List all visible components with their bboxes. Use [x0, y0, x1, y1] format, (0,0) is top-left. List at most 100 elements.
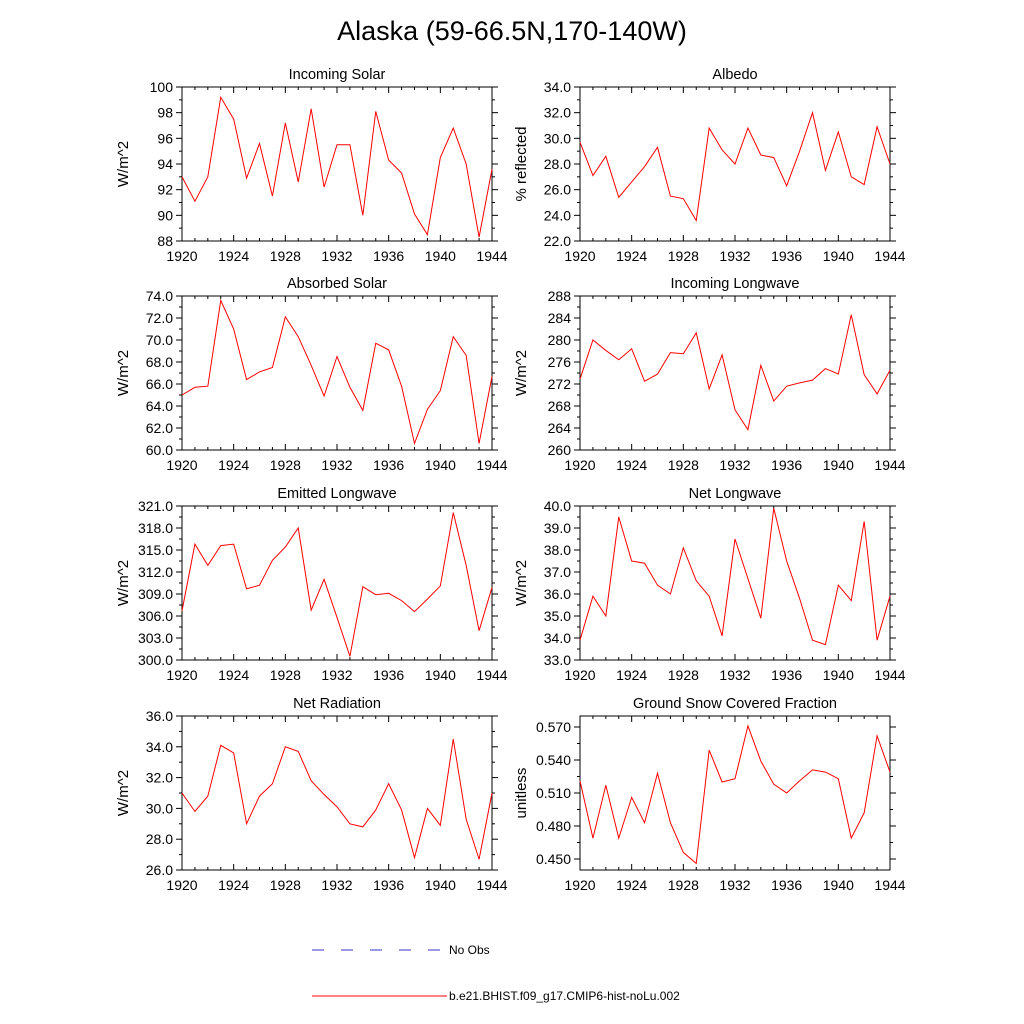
y-tick-label: 0.540 [536, 752, 571, 768]
x-tick-label: 1924 [218, 877, 249, 893]
y-tick-label: 276 [548, 354, 572, 370]
y-tick-label: 315.0 [138, 542, 173, 558]
plot-frame [579, 295, 891, 451]
x-tick-label: 1928 [668, 667, 699, 683]
x-tick-label: 1920 [564, 457, 595, 473]
y-tick-label: 0.510 [536, 785, 571, 801]
x-tick-label: 1928 [668, 248, 699, 264]
x-tick-label: 1928 [668, 457, 699, 473]
y-tick-label: 94 [157, 156, 173, 172]
panel-1: 1920 1924 1928 1932 1936 1940 1944 88 90 92 94 96 98… [115, 67, 508, 264]
x-tick-label: 1936 [373, 248, 404, 264]
x-tick-label: 1924 [616, 457, 647, 473]
x-tick-label: 1940 [425, 667, 456, 683]
x-tick-label: 1932 [719, 667, 750, 683]
x-tick-label: 1940 [823, 457, 854, 473]
y-tick-label: 35.0 [544, 608, 571, 624]
x-tick-label: 1940 [823, 877, 854, 893]
x-tick-label: 1928 [668, 877, 699, 893]
x-tick-label: 1924 [616, 667, 647, 683]
plot-frame [579, 505, 891, 661]
y-axis-label: W/m^2 [115, 350, 132, 396]
series-line [579, 724, 891, 865]
panel-title: Net Radiation [293, 696, 381, 712]
series-line [181, 739, 493, 860]
x-tick-label: 1928 [270, 667, 301, 683]
x-tick-label: 1940 [425, 248, 456, 264]
y-tick-label: 36.0 [544, 586, 571, 602]
x-tick-label: 1924 [218, 667, 249, 683]
x-tick-label: 1928 [270, 877, 301, 893]
x-tick-label: 1936 [373, 667, 404, 683]
x-tick-label: 1924 [218, 457, 249, 473]
legend: No Obs b.e21.BHIST.f09_g17.CMIP6-hist-no… [312, 943, 680, 1003]
y-tick-label: 90 [157, 207, 173, 223]
y-tick-label: 318.0 [138, 520, 173, 536]
y-tick-label: 32.0 [146, 770, 173, 786]
x-tick-label: 1936 [373, 457, 404, 473]
series-line [181, 512, 493, 657]
x-tick-label: 1920 [564, 667, 595, 683]
y-tick-label: 280 [548, 332, 572, 348]
y-tick-label: 64.0 [146, 398, 173, 414]
x-tick-label: 1944 [874, 457, 905, 473]
y-tick-label: 312.0 [138, 564, 173, 580]
series-line [579, 314, 891, 431]
y-axis-label: W/m^2 [513, 350, 530, 396]
y-tick-label: 62.0 [146, 420, 173, 436]
panel-5: 1920 1924 1928 1932 1936 1940 1944 300.0 303.0 30… [115, 486, 508, 683]
y-tick-label: 303.0 [138, 630, 173, 646]
x-tick-label: 1940 [425, 877, 456, 893]
y-axis-label: % reflected [513, 126, 530, 201]
panel-title: Absorbed Solar [287, 276, 387, 292]
x-tick-label: 1944 [874, 248, 905, 264]
main-title: Alaska (59-66.5N,170-140W) [337, 16, 687, 46]
y-tick-label: 74.0 [146, 288, 173, 304]
y-tick-label: 284 [548, 310, 572, 326]
series-line [579, 508, 891, 646]
y-axis-label: unitless [513, 768, 530, 819]
y-tick-label: 24.0 [544, 207, 571, 223]
x-tick-label: 1924 [616, 248, 647, 264]
x-tick-label: 1936 [771, 248, 802, 264]
y-axis-label: W/m^2 [115, 141, 132, 187]
x-tick-label: 1924 [218, 248, 249, 264]
x-tick-label: 1928 [270, 457, 301, 473]
y-tick-label: 26.0 [146, 862, 173, 878]
y-tick-label: 268 [548, 398, 572, 414]
y-tick-label: 300.0 [138, 652, 173, 668]
y-tick-label: 0.570 [536, 719, 571, 735]
x-tick-label: 1936 [771, 877, 802, 893]
x-tick-label: 1944 [874, 877, 905, 893]
x-tick-label: 1932 [321, 667, 352, 683]
y-tick-label: 28.0 [544, 156, 571, 172]
y-tick-label: 38.0 [544, 542, 571, 558]
panel-7: 1920 1924 1928 1932 1936 1940 1944 26.0 28.0 30.0… [115, 696, 508, 893]
panel-title: Albedo [712, 67, 757, 83]
legend-model-label: b.e21.BHIST.f09_g17.CMIP6-hist-noLu.002 [449, 989, 680, 1003]
y-tick-label: 92 [157, 182, 173, 198]
x-tick-label: 1920 [564, 248, 595, 264]
x-tick-label: 1932 [321, 248, 352, 264]
x-tick-label: 1928 [270, 248, 301, 264]
y-tick-label: 28.0 [146, 831, 173, 847]
x-tick-label: 1944 [476, 457, 507, 473]
y-tick-label: 36.0 [146, 708, 173, 724]
y-tick-label: 0.480 [536, 818, 571, 834]
x-tick-label: 1936 [771, 457, 802, 473]
x-tick-label: 1932 [719, 457, 750, 473]
panel-title: Net Longwave [689, 486, 782, 502]
y-tick-label: 37.0 [544, 564, 571, 580]
y-axis-label: W/m^2 [115, 560, 132, 606]
panel-6: 1920 1924 1928 1932 1936 1940 1944 33.0 34.0 35.0… [513, 486, 906, 683]
y-tick-label: 70.0 [146, 332, 173, 348]
y-tick-label: 32.0 [544, 105, 571, 121]
legend-obs-label: No Obs [449, 943, 490, 957]
x-tick-label: 1920 [166, 877, 197, 893]
y-tick-label: 96 [157, 130, 173, 146]
y-tick-label: 309.0 [138, 586, 173, 602]
y-tick-label: 68.0 [146, 354, 173, 370]
x-tick-label: 1944 [476, 877, 507, 893]
y-tick-label: 30.0 [544, 130, 571, 146]
y-tick-label: 288 [548, 288, 572, 304]
